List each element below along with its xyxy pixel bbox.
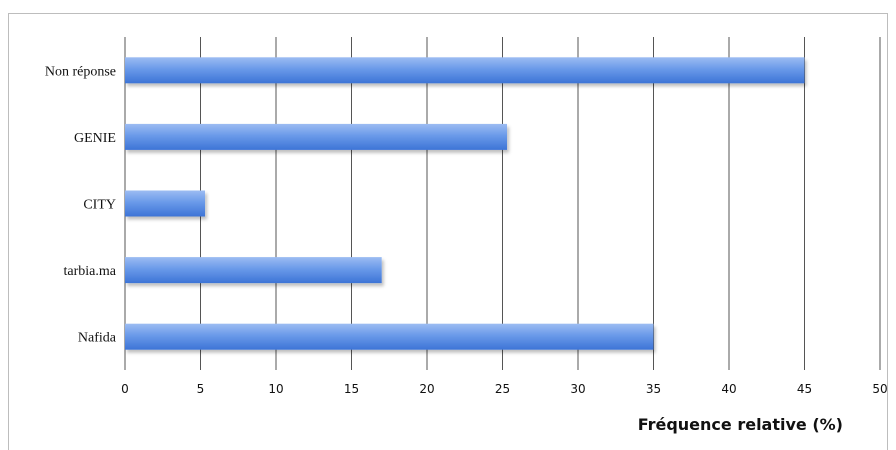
x-tick-label: 5 xyxy=(197,382,205,396)
bars-group xyxy=(125,57,805,350)
bar-nafida xyxy=(125,323,654,350)
x-tick-label: 0 xyxy=(121,382,129,396)
category-labels: Non réponse GENIE CITY tarbia.ma Nafida xyxy=(45,64,117,345)
bar-genie xyxy=(125,123,508,150)
category-label: Non réponse xyxy=(45,64,116,79)
x-tick-label: 35 xyxy=(646,382,661,396)
category-label: tarbia.ma xyxy=(64,264,117,279)
x-tick-label: 15 xyxy=(344,382,359,396)
category-label: Nafida xyxy=(78,331,117,346)
bar-tarbia-ma xyxy=(125,257,382,284)
x-axis-title: Fréquence relative (%) xyxy=(638,415,843,434)
category-label: CITY xyxy=(83,198,116,213)
x-tick-label: 45 xyxy=(797,382,812,396)
bar-city xyxy=(125,190,206,217)
x-tick-label: 30 xyxy=(570,382,585,396)
x-tick-label: 10 xyxy=(268,382,283,396)
gridlines xyxy=(200,37,881,370)
chart-frame xyxy=(8,13,888,450)
x-tick-label: 40 xyxy=(721,382,736,396)
x-tick-labels: 0 5 10 15 20 25 30 35 40 45 50 xyxy=(121,382,887,396)
x-tick-label: 50 xyxy=(872,382,887,396)
x-tick-label: 25 xyxy=(495,382,510,396)
x-tick-label: 20 xyxy=(419,382,434,396)
category-label: GENIE xyxy=(74,131,116,146)
bar-non-r-ponse xyxy=(125,57,805,84)
